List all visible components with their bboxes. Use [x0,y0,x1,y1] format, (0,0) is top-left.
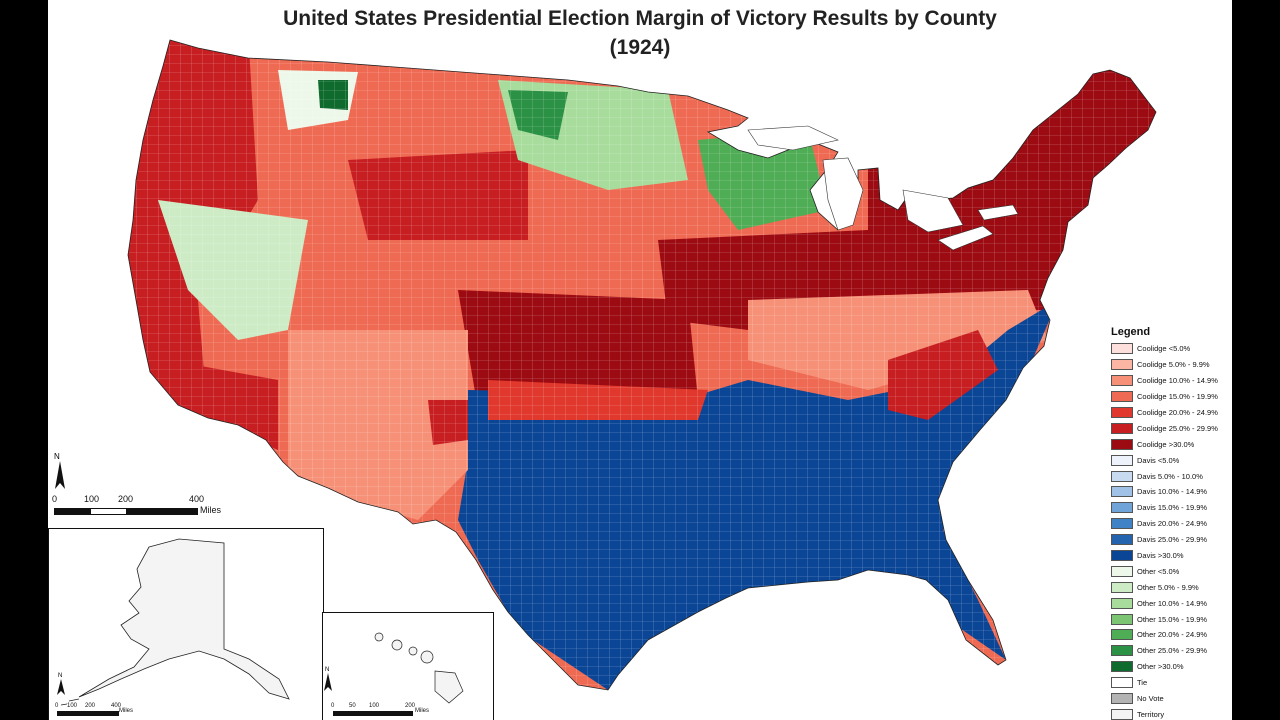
legend-swatch [1111,343,1133,355]
legend-swatch [1111,518,1133,530]
legend-label: Other 15.0% - 19.9% [1137,614,1208,624]
legend-item: Other 20.0% - 24.9% [1111,627,1229,643]
legend-swatch [1111,677,1133,689]
legend-item: Other 10.0% - 14.9% [1111,595,1229,611]
legend-swatch [1111,454,1133,466]
legend-items: Coolidge <5.0% Coolidge 5.0% - 9.9% Coolid… [1111,341,1229,720]
legend-item: Other 15.0% - 19.9% [1111,611,1229,627]
legend-label: Davis >30.0% [1137,551,1184,561]
legend-swatch [1111,486,1133,498]
legend-swatch [1111,391,1133,403]
legend: Legend Coolidge <5.0% Coolidge 5.0% - 9.9… [1111,326,1229,720]
legend-swatch [1111,565,1133,577]
scale-unit: Miles [200,505,222,515]
legend-swatch [1111,693,1133,705]
alaska-inset: N 0 100 200 400 Miles [48,528,324,720]
map-title: United States Presidential Election Marg… [283,7,997,30]
legend-swatch [1111,613,1133,625]
legend-item: Other >30.0% [1111,659,1229,675]
legend-swatch [1111,375,1133,387]
legend-label: Coolidge 20.0% - 24.9% [1137,408,1218,417]
legend-label: Coolidge 15.0% - 19.9% [1137,392,1218,402]
legend-item: Coolidge <5.0% [1111,341,1229,357]
legend-swatch [1111,597,1133,609]
legend-item: Territory [1111,706,1229,720]
legend-item: Coolidge >30.0% [1111,436,1229,452]
legend-item: Davis 5.0% - 10.0% [1111,468,1229,484]
legend-item: Other 5.0% - 9.9% [1111,579,1229,595]
legend-label: Coolidge <5.0% [1137,344,1191,354]
legend-label: Tie [1137,678,1148,688]
legend-label: Davis 20.0% - 24.9% [1137,519,1208,529]
legend-item: Other 25.0% - 29.9% [1111,643,1229,659]
legend-label: Other 20.0% - 24.9% [1137,630,1208,640]
legend-label: Other 10.0% - 14.9% [1137,598,1208,608]
legend-item: Coolidge 10.0% - 14.9% [1111,373,1229,389]
north-arrow: N [54,452,66,493]
scale-tick: 0 [52,494,58,504]
legend-label: Davis 10.0% - 14.9% [1137,487,1208,497]
legend-item: Davis >30.0% [1111,548,1229,564]
legend-swatch [1111,422,1133,434]
legend-title: Legend [1111,326,1151,338]
legend-swatch [1111,502,1133,514]
legend-label: Territory [1137,709,1165,719]
hawaii-inset: N 0 50 100 200 Miles [322,612,494,720]
great-lakes [747,125,1019,251]
legend-label: Davis 15.0% - 19.9% [1137,503,1208,513]
map-canvas: United States Presidential Election Marg… [48,0,1232,720]
scale-tick: 200 [118,494,134,504]
legend-item: No Vote [1111,691,1229,707]
legend-label: Coolidge >30.0% [1137,439,1195,449]
legend-item: Davis <5.0% [1111,452,1229,468]
scale-tick: 100 [84,494,100,504]
legend-swatch [1111,645,1133,657]
svg-text:N: N [58,673,62,679]
legend-label: Other 25.0% - 29.9% [1137,646,1208,656]
legend-label: Coolidge 10.0% - 14.9% [1137,376,1218,386]
legend-label: Coolidge 25.0% - 29.9% [1137,423,1218,433]
legend-swatch [1111,629,1133,641]
legend-swatch [1111,470,1133,482]
legend-item: Coolidge 25.0% - 29.9% [1111,420,1229,436]
legend-item: Davis 15.0% - 19.9% [1111,500,1229,516]
legend-label: No Vote [1137,694,1164,704]
legend-swatch [1111,661,1133,673]
main-scale-bar: 0 100 200 400 Miles [52,494,272,524]
legend-item: Coolidge 15.0% - 19.9% [1111,389,1229,405]
legend-item: Other <5.0% [1111,563,1229,579]
hawaii-scale-bar: 0 50 100 200 Miles [331,703,430,716]
north-arrow-icon [55,461,65,489]
scale-tick: 400 [189,494,205,504]
svg-text:N: N [325,667,329,673]
legend-label: Davis 5.0% - 10.0% [1137,471,1203,481]
legend-swatch [1111,581,1133,593]
county-map [127,39,1157,691]
legend-label: Other 5.0% - 9.9% [1137,582,1199,592]
legend-swatch [1111,534,1133,546]
legend-item: Davis 10.0% - 14.9% [1111,484,1229,500]
legend-label: Coolidge 5.0% - 9.9% [1137,360,1210,370]
hawaii-map: N [324,632,464,704]
alaska-map: N [57,538,290,706]
alaska-scale-bar: 0 100 200 400 Miles [55,703,134,716]
legend-item: Davis 25.0% - 29.9% [1111,532,1229,548]
legend-item: Coolidge 20.0% - 24.9% [1111,405,1229,421]
legend-item: Coolidge 5.0% - 9.9% [1111,357,1229,373]
map-subtitle-year: (1924) [609,36,671,59]
legend-swatch [1111,359,1133,371]
legend-label: Davis 25.0% - 29.9% [1137,535,1208,545]
legend-item: Davis 20.0% - 24.9% [1111,516,1229,532]
legend-swatch [1111,550,1133,562]
legend-item: Tie [1111,675,1229,691]
legend-label: Davis <5.0% [1137,455,1180,465]
legend-label: Other >30.0% [1137,662,1184,672]
legend-swatch [1111,708,1133,720]
legend-label: Other <5.0% [1137,566,1180,576]
legend-swatch [1111,407,1133,418]
legend-swatch [1111,438,1133,450]
